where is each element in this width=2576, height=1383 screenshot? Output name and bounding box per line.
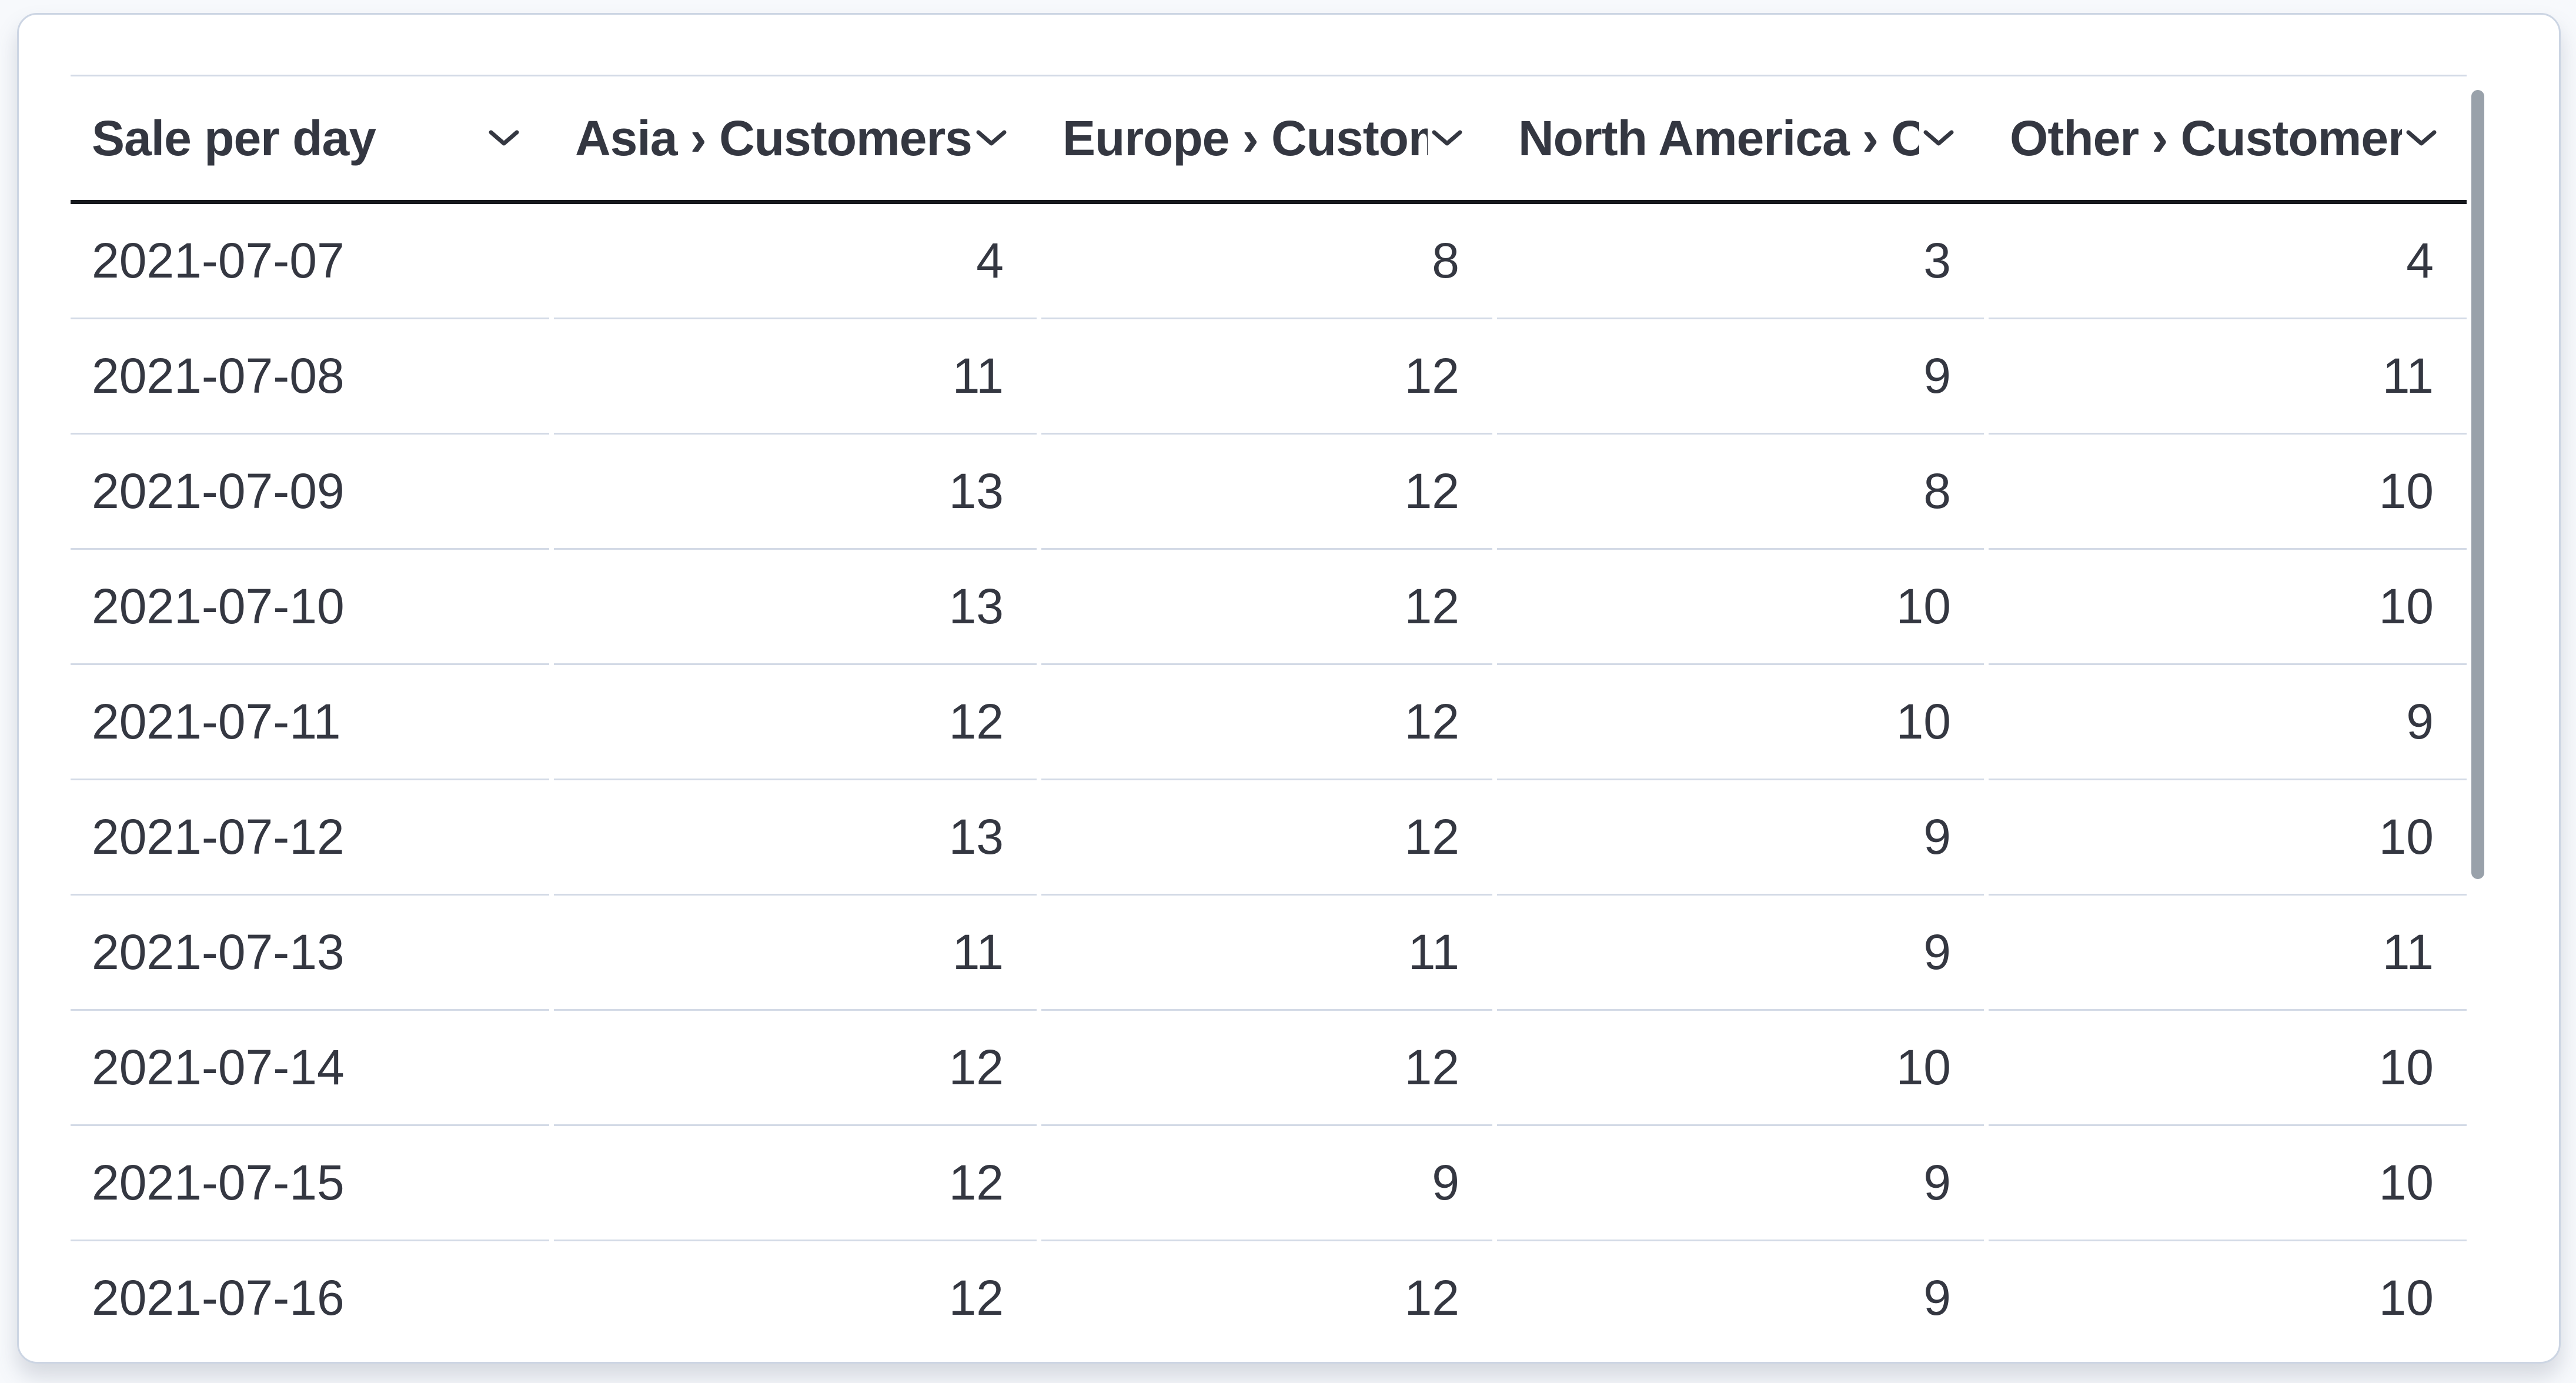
cell-value: 12 <box>554 1126 1037 1241</box>
cell-value: 10 <box>1497 1011 1984 1126</box>
cell-value: 11 <box>554 319 1037 435</box>
cell-value: 12 <box>554 1241 1037 1354</box>
cell-value: 10 <box>1497 550 1984 665</box>
column-header-label: Sale per day <box>92 110 376 166</box>
table-row: 2021-07-14 12 12 10 10 <box>71 1011 2467 1126</box>
cell-value: 11 <box>1989 896 2467 1011</box>
chevron-down-icon[interactable] <box>975 129 1007 147</box>
cell-value: 10 <box>1989 550 2467 665</box>
chevron-down-icon[interactable] <box>1923 129 1954 147</box>
cell-value: 11 <box>1989 319 2467 435</box>
cell-value: 10 <box>1989 780 2467 896</box>
table-row: 2021-07-09 13 12 8 10 <box>71 435 2467 550</box>
table-panel: Sale per day Asia › Customers Europe › Cus… <box>17 13 2561 1364</box>
column-header-label: Other › Customers <box>2010 110 2402 166</box>
cell-value: 10 <box>1989 1011 2467 1126</box>
data-grid-body: 2021-07-07 4 8 3 4 2021-07-08 11 12 9 11 2021-07-0… <box>71 204 2467 1354</box>
cell-value: 10 <box>1497 665 1984 780</box>
cell-value: 3 <box>1497 204 1984 319</box>
column-header-north-america[interactable]: North America › Customers <box>1497 76 1984 200</box>
table-row: 2021-07-15 12 9 9 10 <box>71 1126 2467 1241</box>
cell-date: 2021-07-10 <box>71 550 549 665</box>
cell-value: 13 <box>554 435 1037 550</box>
cell-date: 2021-07-12 <box>71 780 549 896</box>
chevron-down-icon[interactable] <box>1431 129 1463 147</box>
column-header-label: Europe › Customers <box>1063 110 1428 166</box>
cell-value: 8 <box>1497 435 1984 550</box>
cell-date: 2021-07-16 <box>71 1241 549 1354</box>
cell-value: 9 <box>1989 665 2467 780</box>
cell-value: 4 <box>1989 204 2467 319</box>
cell-value: 4 <box>554 204 1037 319</box>
cell-value: 8 <box>1041 204 1492 319</box>
cell-value: 12 <box>1041 780 1492 896</box>
cell-value: 12 <box>554 1011 1037 1126</box>
chevron-down-icon[interactable] <box>2405 129 2437 147</box>
column-header-asia[interactable]: Asia › Customers <box>554 76 1037 200</box>
cell-value: 12 <box>1041 1011 1492 1126</box>
table-row: 2021-07-10 13 12 10 10 <box>71 550 2467 665</box>
cell-value: 12 <box>1041 1241 1492 1354</box>
column-header-label: Asia › Customers <box>575 110 972 166</box>
cell-value: 10 <box>1989 1241 2467 1354</box>
column-header-label: North America › Customers <box>1518 110 1919 166</box>
table-row: 2021-07-11 12 12 10 9 <box>71 665 2467 780</box>
table-row: 2021-07-13 11 11 9 11 <box>71 896 2467 1011</box>
column-header-other[interactable]: Other › Customers <box>1989 76 2467 200</box>
cell-date: 2021-07-14 <box>71 1011 549 1126</box>
cell-value: 9 <box>1041 1126 1492 1241</box>
cell-value: 13 <box>554 550 1037 665</box>
cell-value: 10 <box>1989 435 2467 550</box>
cell-value: 12 <box>1041 665 1492 780</box>
cell-date: 2021-07-15 <box>71 1126 549 1241</box>
column-header-europe[interactable]: Europe › Customers <box>1041 76 1492 200</box>
cell-value: 11 <box>554 896 1037 1011</box>
cell-date: 2021-07-11 <box>71 665 549 780</box>
data-grid: Sale per day Asia › Customers Europe › Cus… <box>71 75 2467 1354</box>
cell-value: 9 <box>1497 1241 1984 1354</box>
cell-date: 2021-07-13 <box>71 896 549 1011</box>
column-header-date[interactable]: Sale per day <box>71 76 549 200</box>
table-row: 2021-07-08 11 12 9 11 <box>71 319 2467 435</box>
data-grid-header: Sale per day Asia › Customers Europe › Cus… <box>71 76 2467 204</box>
table-row: 2021-07-16 12 12 9 10 <box>71 1241 2467 1354</box>
cell-date: 2021-07-08 <box>71 319 549 435</box>
cell-value: 9 <box>1497 896 1984 1011</box>
cell-value: 10 <box>1989 1126 2467 1241</box>
table-row: 2021-07-12 13 12 9 10 <box>71 780 2467 896</box>
cell-value: 11 <box>1041 896 1492 1011</box>
cell-value: 12 <box>554 665 1037 780</box>
cell-value: 12 <box>1041 550 1492 665</box>
cell-value: 12 <box>1041 435 1492 550</box>
cell-value: 12 <box>1041 319 1492 435</box>
cell-value: 13 <box>554 780 1037 896</box>
vertical-scrollbar-thumb[interactable] <box>2471 90 2484 879</box>
cell-value: 9 <box>1497 319 1984 435</box>
cell-date: 2021-07-07 <box>71 204 549 319</box>
table-row: 2021-07-07 4 8 3 4 <box>71 204 2467 319</box>
cell-value: 9 <box>1497 780 1984 896</box>
cell-value: 9 <box>1497 1126 1984 1241</box>
cell-date: 2021-07-09 <box>71 435 549 550</box>
chevron-down-icon[interactable] <box>488 129 520 147</box>
